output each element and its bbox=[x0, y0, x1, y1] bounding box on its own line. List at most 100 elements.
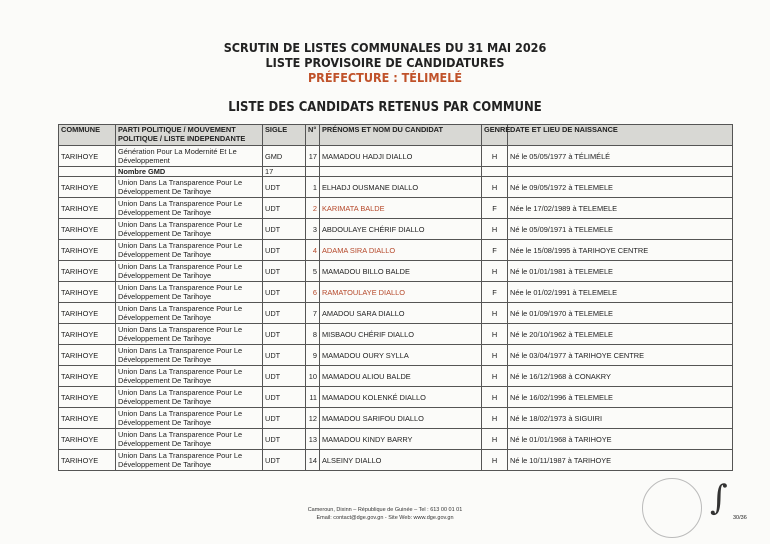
party-cell: Union Dans La Transparence Pour Le Dével… bbox=[115, 428, 263, 450]
birth-cell: Né le 01/09/1970 à TELEMELE bbox=[507, 302, 733, 324]
gender-cell: H bbox=[481, 260, 508, 282]
count-value: 17 bbox=[262, 166, 306, 177]
sigle-cell: UDT bbox=[262, 428, 306, 450]
count-row: Nombre GMD 17 bbox=[58, 166, 733, 177]
gender-cell: H bbox=[481, 449, 508, 471]
title-line-2: LISTE PROVISOIRE DE CANDIDATURES bbox=[265, 55, 505, 70]
gender-cell: F bbox=[481, 281, 508, 303]
candidate-name-cell: RAMATOULAYE DIALLO bbox=[319, 281, 482, 303]
commune-cell: TARIHOYE bbox=[58, 218, 116, 240]
party-cell: Union Dans La Transparence Pour Le Dével… bbox=[115, 239, 263, 261]
table-row: TARIHOYE Union Dans La Transparence Pour … bbox=[58, 281, 733, 303]
table-row: TARIHOYE Génération Pour La Modernité Et … bbox=[58, 145, 733, 167]
candidate-name-cell: MAMADOU HADJI DIALLO bbox=[319, 145, 482, 167]
column-header: SIGLE bbox=[262, 124, 306, 146]
number-cell: 4 bbox=[305, 239, 320, 261]
commune-cell: TARIHOYE bbox=[58, 344, 116, 366]
footer-address: Cameroun, Dixinn – République de Guinée … bbox=[307, 507, 463, 513]
party-cell: Union Dans La Transparence Pour Le Dével… bbox=[115, 176, 263, 198]
sigle-cell: UDT bbox=[262, 344, 306, 366]
birth-cell: Né le 10/11/1987 à TARIHOYE bbox=[507, 449, 733, 471]
empty-cell bbox=[481, 166, 508, 177]
sigle-cell: UDT bbox=[262, 407, 306, 429]
sigle-cell: UDT bbox=[262, 302, 306, 324]
table-row: TARIHOYE Union Dans La Transparence Pour … bbox=[58, 239, 733, 261]
birth-cell: Né le 05/05/1977 à TÉLIMÉLÉ bbox=[507, 145, 733, 167]
birth-cell: Né le 18/02/1973 à SIGUIRI bbox=[507, 407, 733, 429]
sigle-cell: GMD bbox=[262, 145, 306, 167]
party-cell: Union Dans La Transparence Pour Le Dével… bbox=[115, 323, 263, 345]
gender-cell: H bbox=[481, 218, 508, 240]
commune-cell: TARIHOYE bbox=[58, 386, 116, 408]
birth-cell: Né le 09/05/1972 à TELEMELE bbox=[507, 176, 733, 198]
commune-cell: TARIHOYE bbox=[58, 281, 116, 303]
sigle-cell: UDT bbox=[262, 176, 306, 198]
candidate-name-cell: KARIMATA BALDE bbox=[319, 197, 482, 219]
birth-cell: Né le 05/09/1971 à TELEMELE bbox=[507, 218, 733, 240]
commune-cell: TARIHOYE bbox=[58, 323, 116, 345]
birth-cell: Né le 01/01/1981 à TELEMELE bbox=[507, 260, 733, 282]
sigle-cell: UDT bbox=[262, 323, 306, 345]
gender-cell: H bbox=[481, 145, 508, 167]
number-cell: 1 bbox=[305, 176, 320, 198]
sigle-cell: UDT bbox=[262, 239, 306, 261]
commune-cell: TARIHOYE bbox=[58, 428, 116, 450]
table-row: TARIHOYE Union Dans La Transparence Pour … bbox=[58, 197, 733, 219]
sigle-cell: UDT bbox=[262, 218, 306, 240]
number-cell: 13 bbox=[305, 428, 320, 450]
candidate-name-cell: ABDOULAYE CHÉRIF DIALLO bbox=[319, 218, 482, 240]
gender-cell: H bbox=[481, 407, 508, 429]
birth-cell: Née le 01/02/1991 à TELEMELE bbox=[507, 281, 733, 303]
number-cell: 14 bbox=[305, 449, 320, 471]
number-cell: 9 bbox=[305, 344, 320, 366]
sigle-cell: UDT bbox=[262, 449, 306, 471]
party-cell: Union Dans La Transparence Pour Le Dével… bbox=[115, 386, 263, 408]
sigle-cell: UDT bbox=[262, 365, 306, 387]
party-cell: Génération Pour La Modernité Et Le Dével… bbox=[115, 145, 263, 167]
number-cell: 3 bbox=[305, 218, 320, 240]
birth-cell: Née le 15/08/1995 à TARIHOYE CENTRE bbox=[507, 239, 733, 261]
commune-cell: TARIHOYE bbox=[58, 407, 116, 429]
table-row: TARIHOYE Union Dans La Transparence Pour … bbox=[58, 260, 733, 282]
candidate-name-cell: MAMADOU OURY SYLLA bbox=[319, 344, 482, 366]
party-cell: Union Dans La Transparence Pour Le Dével… bbox=[115, 302, 263, 324]
commune-cell: TARIHOYE bbox=[58, 365, 116, 387]
table-row: TARIHOYE Union Dans La Transparence Pour … bbox=[58, 449, 733, 471]
birth-cell: Née le 17/02/1989 à TELEMELE bbox=[507, 197, 733, 219]
table-row: TARIHOYE Union Dans La Transparence Pour … bbox=[58, 302, 733, 324]
commune-cell: TARIHOYE bbox=[58, 176, 116, 198]
party-cell: Union Dans La Transparence Pour Le Dével… bbox=[115, 449, 263, 471]
column-header: DATE ET LIEU DE NAISSANCE bbox=[507, 124, 733, 146]
commune-cell: TARIHOYE bbox=[58, 302, 116, 324]
candidates-table: COMMUNE PARTI POLITIQUE / MOUVEMENT POLIT… bbox=[58, 124, 733, 471]
number-cell: 5 bbox=[305, 260, 320, 282]
signature: ∫ bbox=[710, 478, 728, 518]
party-cell: Union Dans La Transparence Pour Le Dével… bbox=[115, 218, 263, 240]
candidate-name-cell: MISBAOU CHÉRIF DIALLO bbox=[319, 323, 482, 345]
prefecture-title: PRÉFECTURE : TÉLIMELÉ bbox=[307, 70, 463, 85]
candidate-name-cell: ALSEINY DIALLO bbox=[319, 449, 482, 471]
number-cell: 8 bbox=[305, 323, 320, 345]
count-label: Nombre GMD bbox=[115, 166, 263, 177]
section-title: LISTE DES CANDIDATS RETENUS PAR COMMUNE bbox=[228, 100, 542, 115]
candidate-name-cell: MAMADOU SARIFOU DIALLO bbox=[319, 407, 482, 429]
candidate-name-cell: MAMADOU KINDY BARRY bbox=[319, 428, 482, 450]
table-row: TARIHOYE Union Dans La Transparence Pour … bbox=[58, 428, 733, 450]
empty-cell bbox=[507, 166, 733, 177]
page-number: 30/36 bbox=[733, 515, 747, 521]
birth-cell: Né le 16/02/1996 à TELEMELE bbox=[507, 386, 733, 408]
sigle-cell: UDT bbox=[262, 260, 306, 282]
party-cell: Union Dans La Transparence Pour Le Dével… bbox=[115, 407, 263, 429]
column-header: GENRE bbox=[481, 124, 510, 146]
table-header-row: COMMUNE PARTI POLITIQUE / MOUVEMENT POLIT… bbox=[58, 124, 733, 146]
title-line-1: SCRUTIN DE LISTES COMMUNALES DU 31 MAI 2… bbox=[223, 40, 547, 55]
column-header: COMMUNE bbox=[58, 124, 116, 146]
table-row: TARIHOYE Union Dans La Transparence Pour … bbox=[58, 407, 733, 429]
party-cell: Union Dans La Transparence Pour Le Dével… bbox=[115, 344, 263, 366]
table-row: TARIHOYE Union Dans La Transparence Pour … bbox=[58, 323, 733, 345]
commune-cell: TARIHOYE bbox=[58, 239, 116, 261]
gender-cell: F bbox=[481, 197, 508, 219]
birth-cell: Né le 20/10/1962 à TELEMELE bbox=[507, 323, 733, 345]
empty-cell bbox=[319, 166, 482, 177]
gender-cell: H bbox=[481, 176, 508, 198]
